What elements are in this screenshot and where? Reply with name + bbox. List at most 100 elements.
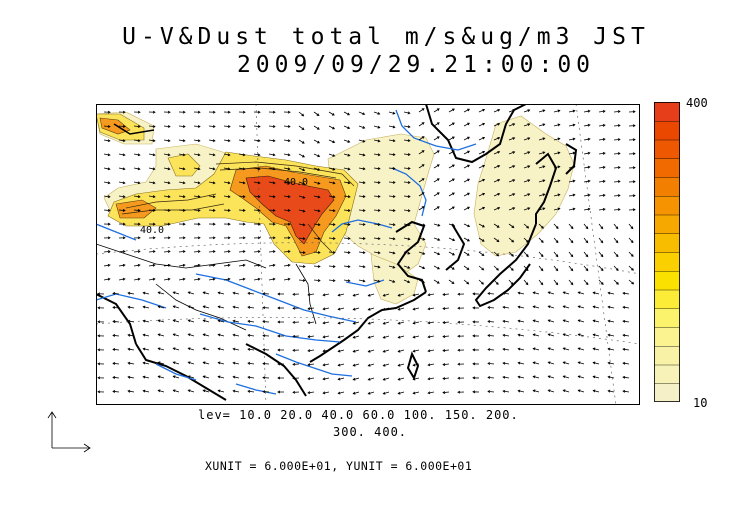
wind-arrow — [133, 222, 141, 226]
wind-arrow — [448, 206, 455, 211]
wind-arrow — [157, 305, 165, 309]
wind-arrow — [427, 391, 435, 395]
wind-arrow — [157, 361, 165, 365]
wind-arrow — [457, 334, 465, 338]
wind-arrow — [253, 263, 261, 267]
contour-levels-line1: lev= 10.0 20.0 40.0 60.0 100. 150. 200. — [198, 408, 519, 422]
wind-arrow — [553, 193, 561, 197]
reference-vector-x-arrow — [52, 443, 91, 453]
wind-arrow — [622, 319, 630, 323]
colorbar-bin — [654, 345, 680, 366]
wind-arrow — [502, 361, 510, 365]
wind-arrow — [448, 265, 455, 270]
wind-arrow — [118, 181, 126, 185]
wind-arrow — [202, 291, 210, 295]
colorbar-bin — [654, 308, 680, 328]
dust-wind-map: 40.0 40.0 — [96, 104, 640, 405]
wind-arrow — [358, 208, 366, 212]
wind-arrow — [283, 195, 291, 199]
wind-arrow — [232, 361, 240, 365]
wind-arrow — [613, 279, 619, 285]
wind-arrow — [493, 279, 499, 285]
wind-arrow — [157, 375, 165, 379]
wind-arrow — [118, 263, 126, 267]
contour-label-west: 40.0 — [140, 225, 164, 236]
wind-arrow — [577, 305, 585, 309]
wind-arrow — [367, 391, 375, 395]
wind-arrow — [253, 208, 261, 212]
wind-arrow — [283, 167, 291, 171]
wind-arrow — [253, 181, 261, 185]
wind-arrow — [112, 390, 120, 393]
wind-arrow — [322, 321, 330, 325]
wind-arrow — [157, 333, 165, 337]
wind-arrow — [277, 334, 285, 338]
dust-contour-lines — [121, 161, 355, 253]
wind-arrow — [277, 376, 285, 380]
wind-arrow — [292, 292, 300, 296]
wind-arrow — [163, 236, 171, 240]
wind-arrow — [523, 165, 531, 169]
wind-arrow — [223, 277, 231, 281]
wind-arrow — [97, 306, 105, 310]
wind-arrow — [613, 223, 619, 230]
wind-arrow — [277, 292, 285, 296]
wind-arrow — [568, 179, 576, 183]
wind-arrow — [448, 108, 455, 113]
wind-arrow — [172, 305, 180, 309]
wind-arrow — [238, 263, 246, 267]
wind-arrow — [307, 349, 315, 353]
wind-arrow — [598, 279, 604, 285]
wind-arrow — [568, 123, 576, 127]
wind-arrow — [388, 167, 396, 170]
wind-arrow — [178, 263, 186, 267]
wind-arrow — [187, 305, 195, 309]
wind-arrow — [613, 237, 619, 244]
wind-arrow — [382, 349, 390, 353]
wind-arrow — [268, 263, 276, 267]
wind-arrow — [607, 319, 615, 323]
contour-levels-line2: 300. 400. — [333, 425, 408, 439]
wind-arrow — [223, 139, 231, 143]
wind-arrow — [337, 307, 345, 311]
wind-arrow — [238, 195, 246, 199]
wind-arrow — [493, 164, 501, 169]
wind-arrow — [592, 305, 600, 309]
wind-arrow — [397, 363, 405, 367]
wind-arrow — [547, 291, 555, 295]
wind-arrow — [253, 139, 261, 143]
wind-arrow — [307, 363, 315, 367]
colorbar — [654, 102, 680, 402]
wind-arrow — [553, 265, 559, 272]
wind-arrow — [397, 335, 405, 339]
wind-arrow — [193, 263, 201, 267]
wind-arrow — [463, 206, 471, 211]
wind-arrow — [508, 123, 516, 127]
wind-arrow — [343, 153, 351, 157]
wind-arrow — [307, 377, 315, 381]
wind-arrow — [112, 334, 120, 337]
wind-arrow — [553, 165, 561, 169]
wind-arrow — [343, 167, 351, 171]
wind-arrow — [358, 265, 366, 269]
wind-arrow — [172, 333, 180, 337]
wind-arrow — [613, 138, 621, 142]
wind-arrow — [313, 223, 321, 227]
wind-arrow — [298, 111, 305, 117]
wind-arrow — [358, 237, 366, 240]
wind-arrow — [592, 347, 600, 351]
wind-arrow — [328, 195, 336, 199]
wind-arrow — [217, 291, 225, 295]
wind-arrow — [358, 195, 366, 198]
wind-arrow — [613, 152, 621, 156]
wind-arrow — [598, 165, 606, 169]
wind-arrow — [313, 153, 321, 158]
wind-arrow — [388, 153, 396, 157]
wind-arrow — [292, 320, 300, 324]
wind-arrow — [118, 208, 126, 212]
wind-arrow — [523, 137, 531, 141]
wind-arrow — [457, 348, 465, 352]
wind-arrow — [553, 137, 561, 141]
wind-arrow — [193, 167, 201, 171]
wind-arrow — [598, 223, 604, 230]
